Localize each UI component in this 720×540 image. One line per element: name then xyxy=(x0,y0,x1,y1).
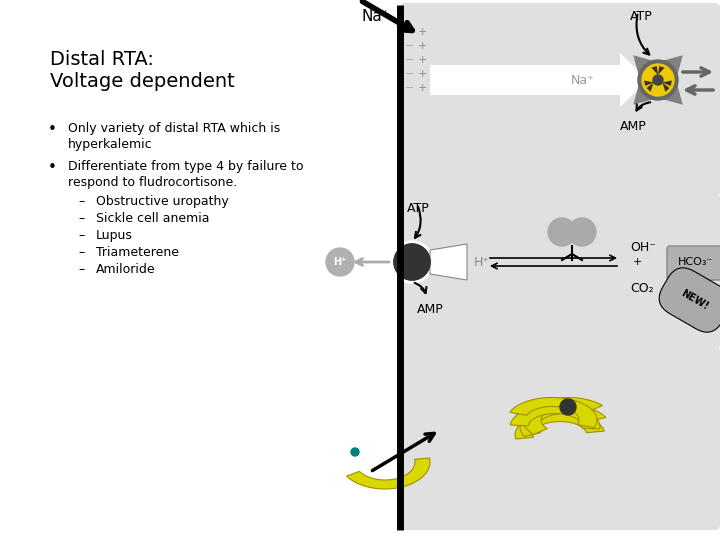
Text: Only variety of distal RTA which is: Only variety of distal RTA which is xyxy=(68,122,280,135)
Polygon shape xyxy=(430,53,648,107)
Circle shape xyxy=(391,241,433,283)
Polygon shape xyxy=(662,80,672,86)
Polygon shape xyxy=(658,66,665,75)
Text: −: − xyxy=(405,83,415,93)
Text: •: • xyxy=(48,122,57,137)
Text: AMP: AMP xyxy=(417,303,444,316)
Text: –: – xyxy=(78,263,84,276)
Text: •: • xyxy=(48,160,57,175)
Circle shape xyxy=(548,218,576,246)
Text: Sickle cell anemia: Sickle cell anemia xyxy=(96,212,210,225)
Text: Na⁺: Na⁺ xyxy=(361,9,390,24)
Circle shape xyxy=(394,244,430,280)
Text: +: + xyxy=(418,27,427,37)
Circle shape xyxy=(568,218,596,246)
Text: NEW!: NEW! xyxy=(680,288,711,312)
Text: +: + xyxy=(418,83,427,93)
FancyBboxPatch shape xyxy=(400,3,720,197)
Text: –: – xyxy=(78,229,84,242)
Text: K⁺: K⁺ xyxy=(718,70,720,84)
Text: H⁺: H⁺ xyxy=(474,255,490,268)
Text: OH⁻: OH⁻ xyxy=(630,241,656,254)
Text: −: − xyxy=(405,27,415,37)
Text: respond to fludrocortisone.: respond to fludrocortisone. xyxy=(68,176,238,189)
FancyBboxPatch shape xyxy=(667,246,720,280)
Text: −: − xyxy=(405,41,415,51)
Polygon shape xyxy=(515,413,604,439)
Text: Obstructive uropathy: Obstructive uropathy xyxy=(96,195,229,208)
Polygon shape xyxy=(430,244,467,280)
Text: Triameterene: Triameterene xyxy=(96,246,179,259)
Circle shape xyxy=(394,244,430,280)
FancyBboxPatch shape xyxy=(400,347,720,530)
Text: ATP: ATP xyxy=(407,202,430,215)
Polygon shape xyxy=(647,83,654,92)
Text: −: − xyxy=(405,55,415,65)
Text: Distal RTA:: Distal RTA: xyxy=(50,50,154,69)
Text: –: – xyxy=(78,212,84,225)
Circle shape xyxy=(326,248,354,276)
Polygon shape xyxy=(510,404,600,429)
Text: Na⁺: Na⁺ xyxy=(571,73,595,86)
FancyBboxPatch shape xyxy=(400,193,720,350)
Text: HCO₃⁻: HCO₃⁻ xyxy=(678,257,714,267)
Circle shape xyxy=(638,60,678,100)
Polygon shape xyxy=(634,55,683,105)
Polygon shape xyxy=(644,80,654,86)
Polygon shape xyxy=(520,404,606,436)
Text: –: – xyxy=(78,195,84,208)
Text: Voltage dependent: Voltage dependent xyxy=(50,72,235,91)
Circle shape xyxy=(351,448,359,456)
Polygon shape xyxy=(652,66,658,75)
Text: ATP: ATP xyxy=(630,10,653,23)
Text: Differentiate from type 4 by failure to: Differentiate from type 4 by failure to xyxy=(68,160,304,173)
Polygon shape xyxy=(510,397,597,428)
Circle shape xyxy=(653,75,663,85)
Polygon shape xyxy=(523,397,603,435)
Text: –: – xyxy=(78,246,84,259)
Circle shape xyxy=(560,399,576,415)
Text: −: − xyxy=(405,69,415,79)
Text: hyperkalemic: hyperkalemic xyxy=(68,138,153,151)
Text: +: + xyxy=(633,257,642,267)
Text: AMP: AMP xyxy=(620,120,647,133)
Text: Amiloride: Amiloride xyxy=(96,263,156,276)
Polygon shape xyxy=(346,458,430,489)
Text: CO₂: CO₂ xyxy=(630,282,654,295)
Text: +: + xyxy=(418,55,427,65)
Text: H⁺: H⁺ xyxy=(333,257,347,267)
Text: Lupus: Lupus xyxy=(96,229,133,242)
Text: +: + xyxy=(418,41,427,51)
Circle shape xyxy=(642,64,674,96)
Polygon shape xyxy=(662,83,670,92)
Text: +: + xyxy=(418,69,427,79)
